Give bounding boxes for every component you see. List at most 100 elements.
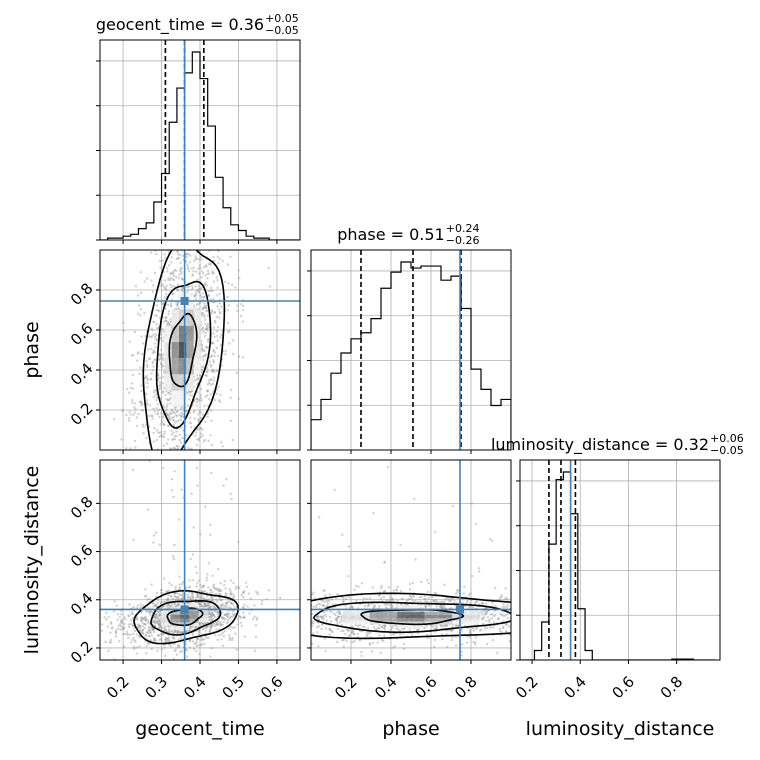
scatter-point <box>271 575 273 577</box>
scatter-point <box>133 402 137 405</box>
scatter-point <box>107 649 110 653</box>
scatter-point <box>181 287 184 290</box>
scatter-point <box>410 633 414 636</box>
scatter-point <box>135 646 138 649</box>
scatter-point <box>195 397 199 400</box>
title-lower-error: −0.05 <box>265 24 299 37</box>
density-cell <box>171 309 179 326</box>
scatter-point <box>172 411 175 414</box>
scatter-point <box>481 618 484 621</box>
scatter-point <box>341 639 344 642</box>
scatter-point <box>215 621 218 624</box>
scatter-point <box>165 477 167 479</box>
scatter-point <box>143 622 146 626</box>
scatter-point <box>175 596 179 599</box>
scatter-point <box>208 360 211 363</box>
scatter-point <box>371 641 375 645</box>
scatter-point <box>209 262 212 265</box>
scatter-point <box>210 616 213 620</box>
scatter-point <box>261 599 264 603</box>
scatter-point <box>158 543 161 546</box>
x-tick-label: 0.2 <box>512 673 542 703</box>
scatter-point <box>192 411 195 414</box>
scatter-point <box>241 356 245 359</box>
scatter-point <box>212 614 216 617</box>
scatter-point <box>178 273 181 276</box>
scatter-point <box>216 339 219 342</box>
scatter-point <box>504 587 507 590</box>
scatter-point <box>176 250 179 253</box>
scatter-point <box>283 591 285 593</box>
scatter-point <box>306 611 308 613</box>
scatter-point <box>165 397 168 401</box>
scatter-point <box>190 284 194 288</box>
scatter-point <box>157 610 161 613</box>
scatter-point <box>166 200 168 202</box>
scatter-point <box>498 629 502 633</box>
scatter-point <box>431 595 434 599</box>
scatter-point <box>193 259 196 262</box>
scatter-point <box>202 330 205 334</box>
scatter-point <box>572 625 574 627</box>
scatter-point <box>207 439 210 443</box>
scatter-point <box>265 622 267 624</box>
scatter-point <box>169 644 173 648</box>
scatter-point <box>173 412 177 415</box>
scatter-point <box>284 610 286 612</box>
scatter-point <box>316 617 319 620</box>
scatter-point <box>293 615 295 617</box>
scatter-point <box>438 605 441 608</box>
scatter-point <box>215 369 218 372</box>
scatter-point <box>170 595 173 598</box>
scatter-point <box>368 643 372 646</box>
scatter-point <box>153 314 157 317</box>
scatter-point <box>216 255 219 259</box>
scatter-point <box>232 594 236 598</box>
scatter-point <box>522 618 524 620</box>
scatter-point <box>218 593 221 596</box>
scatter-point <box>239 621 242 624</box>
scatter-point <box>204 604 208 607</box>
scatter-point <box>306 603 308 605</box>
scatter-point <box>344 632 347 636</box>
scatter-point <box>174 598 177 601</box>
scatter-point <box>208 617 211 620</box>
scatter-point <box>153 604 157 607</box>
scatter-point <box>229 590 232 593</box>
scatter-point <box>128 493 130 495</box>
scatter-point <box>127 625 131 629</box>
scatter-point <box>427 636 431 639</box>
scatter-point <box>131 612 135 616</box>
scatter-point <box>210 624 213 628</box>
scatter-point <box>153 336 157 339</box>
scatter-point <box>159 602 163 605</box>
density-cell <box>397 615 425 619</box>
scatter-point <box>141 621 144 625</box>
scatter-point <box>215 588 219 591</box>
scatter-point <box>261 629 263 631</box>
scatter-point <box>209 383 213 386</box>
contour-level-0 <box>166 607 204 627</box>
scatter-point <box>630 624 632 626</box>
scatter-point <box>203 318 207 322</box>
scatter-point <box>335 617 338 620</box>
scatter-point <box>173 268 177 272</box>
scatter-point <box>246 605 249 608</box>
scatter-point <box>222 634 226 638</box>
scatter-point <box>511 623 513 625</box>
contour-level-0 <box>360 608 465 626</box>
scatter-point <box>169 278 172 282</box>
scatter-point <box>178 575 181 579</box>
scatter-point <box>157 598 160 602</box>
scatter-point <box>197 630 201 634</box>
scatter-point <box>180 267 183 270</box>
title-main: geocent_time = 0.36 <box>96 15 264 35</box>
scatter-point <box>187 227 189 229</box>
scatter-point <box>199 393 203 397</box>
scatter-point <box>162 423 165 427</box>
scatter-point <box>188 639 192 643</box>
scatter-point <box>201 628 204 631</box>
scatter-point <box>166 604 170 607</box>
scatter-point <box>617 610 619 612</box>
scatter-point <box>223 613 227 617</box>
